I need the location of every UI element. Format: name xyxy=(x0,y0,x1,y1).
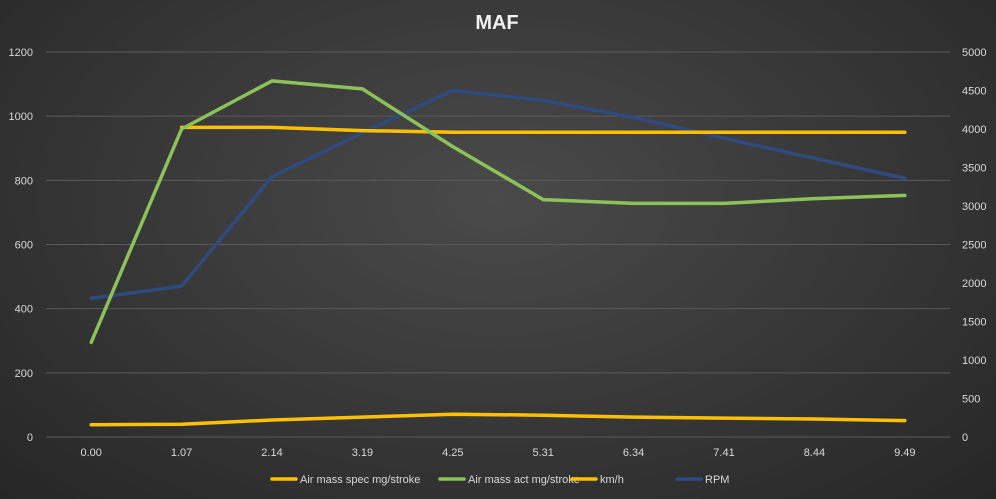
right-tick-label: 4500 xyxy=(962,86,986,98)
series-line-km-h xyxy=(89,412,907,427)
right-tick-label: 0 xyxy=(962,432,968,444)
left-tick-label: 800 xyxy=(15,175,33,187)
left-tick-label: 600 xyxy=(15,240,33,252)
series-layer xyxy=(89,79,907,427)
x-tick-label: 5.31 xyxy=(532,447,553,459)
x-tick-label: 6.34 xyxy=(623,447,644,459)
x-tick-label: 7.41 xyxy=(713,447,734,459)
right-tick-label: 1500 xyxy=(962,317,986,329)
x-tick-label: 3.19 xyxy=(352,447,373,459)
left-tick-label: 200 xyxy=(15,368,33,380)
x-tick-label: 9.49 xyxy=(894,447,915,459)
x-tick-label: 2.14 xyxy=(261,447,282,459)
left-tick-label: 0 xyxy=(27,432,33,444)
series-line-air-mass-act-mg-stroke xyxy=(89,79,907,345)
right-tick-label: 5000 xyxy=(962,47,986,59)
left-tick-label: 1200 xyxy=(9,47,33,59)
left-tick-label: 400 xyxy=(15,304,33,316)
legend: Air mass spec mg/stroke Air mass act mg/s… xyxy=(270,474,729,486)
right-tick-label: 1000 xyxy=(962,355,986,367)
grid-layer xyxy=(46,51,950,438)
right-tick-label: 3500 xyxy=(962,163,986,175)
left-tick-label: 1000 xyxy=(9,111,33,123)
x-tick-label: 4.25 xyxy=(442,447,463,459)
right-tick-label: 3000 xyxy=(962,201,986,213)
series-line-air-mass-spec-mg-stroke xyxy=(179,125,907,134)
right-tick-label: 2500 xyxy=(962,240,986,252)
left-y-axis: 0 200 400 600 800 1000 1200 xyxy=(9,47,33,444)
legend-label: Air mass act mg/stroke xyxy=(468,474,580,486)
right-y-axis: 0 500 1000 1500 2000 2500 3000 3500 4000 4500 5000 xyxy=(962,47,986,444)
right-tick-label: 500 xyxy=(962,394,980,406)
legend-label: km/h xyxy=(600,474,624,486)
legend-label: RPM xyxy=(705,474,729,486)
right-tick-label: 4000 xyxy=(962,124,986,136)
right-tick-label: 2000 xyxy=(962,278,986,290)
legend-label: Air mass spec mg/stroke xyxy=(300,474,420,486)
series-line-rpm xyxy=(89,88,907,301)
x-tick-label: 0.00 xyxy=(80,447,101,459)
chart-title: MAF xyxy=(475,12,518,34)
x-axis: 0.00 1.07 2.14 3.19 4.25 5.31 6.34 7.41 8.44 9.49 xyxy=(80,447,915,459)
x-tick-label: 1.07 xyxy=(171,447,192,459)
x-tick-label: 8.44 xyxy=(804,447,825,459)
